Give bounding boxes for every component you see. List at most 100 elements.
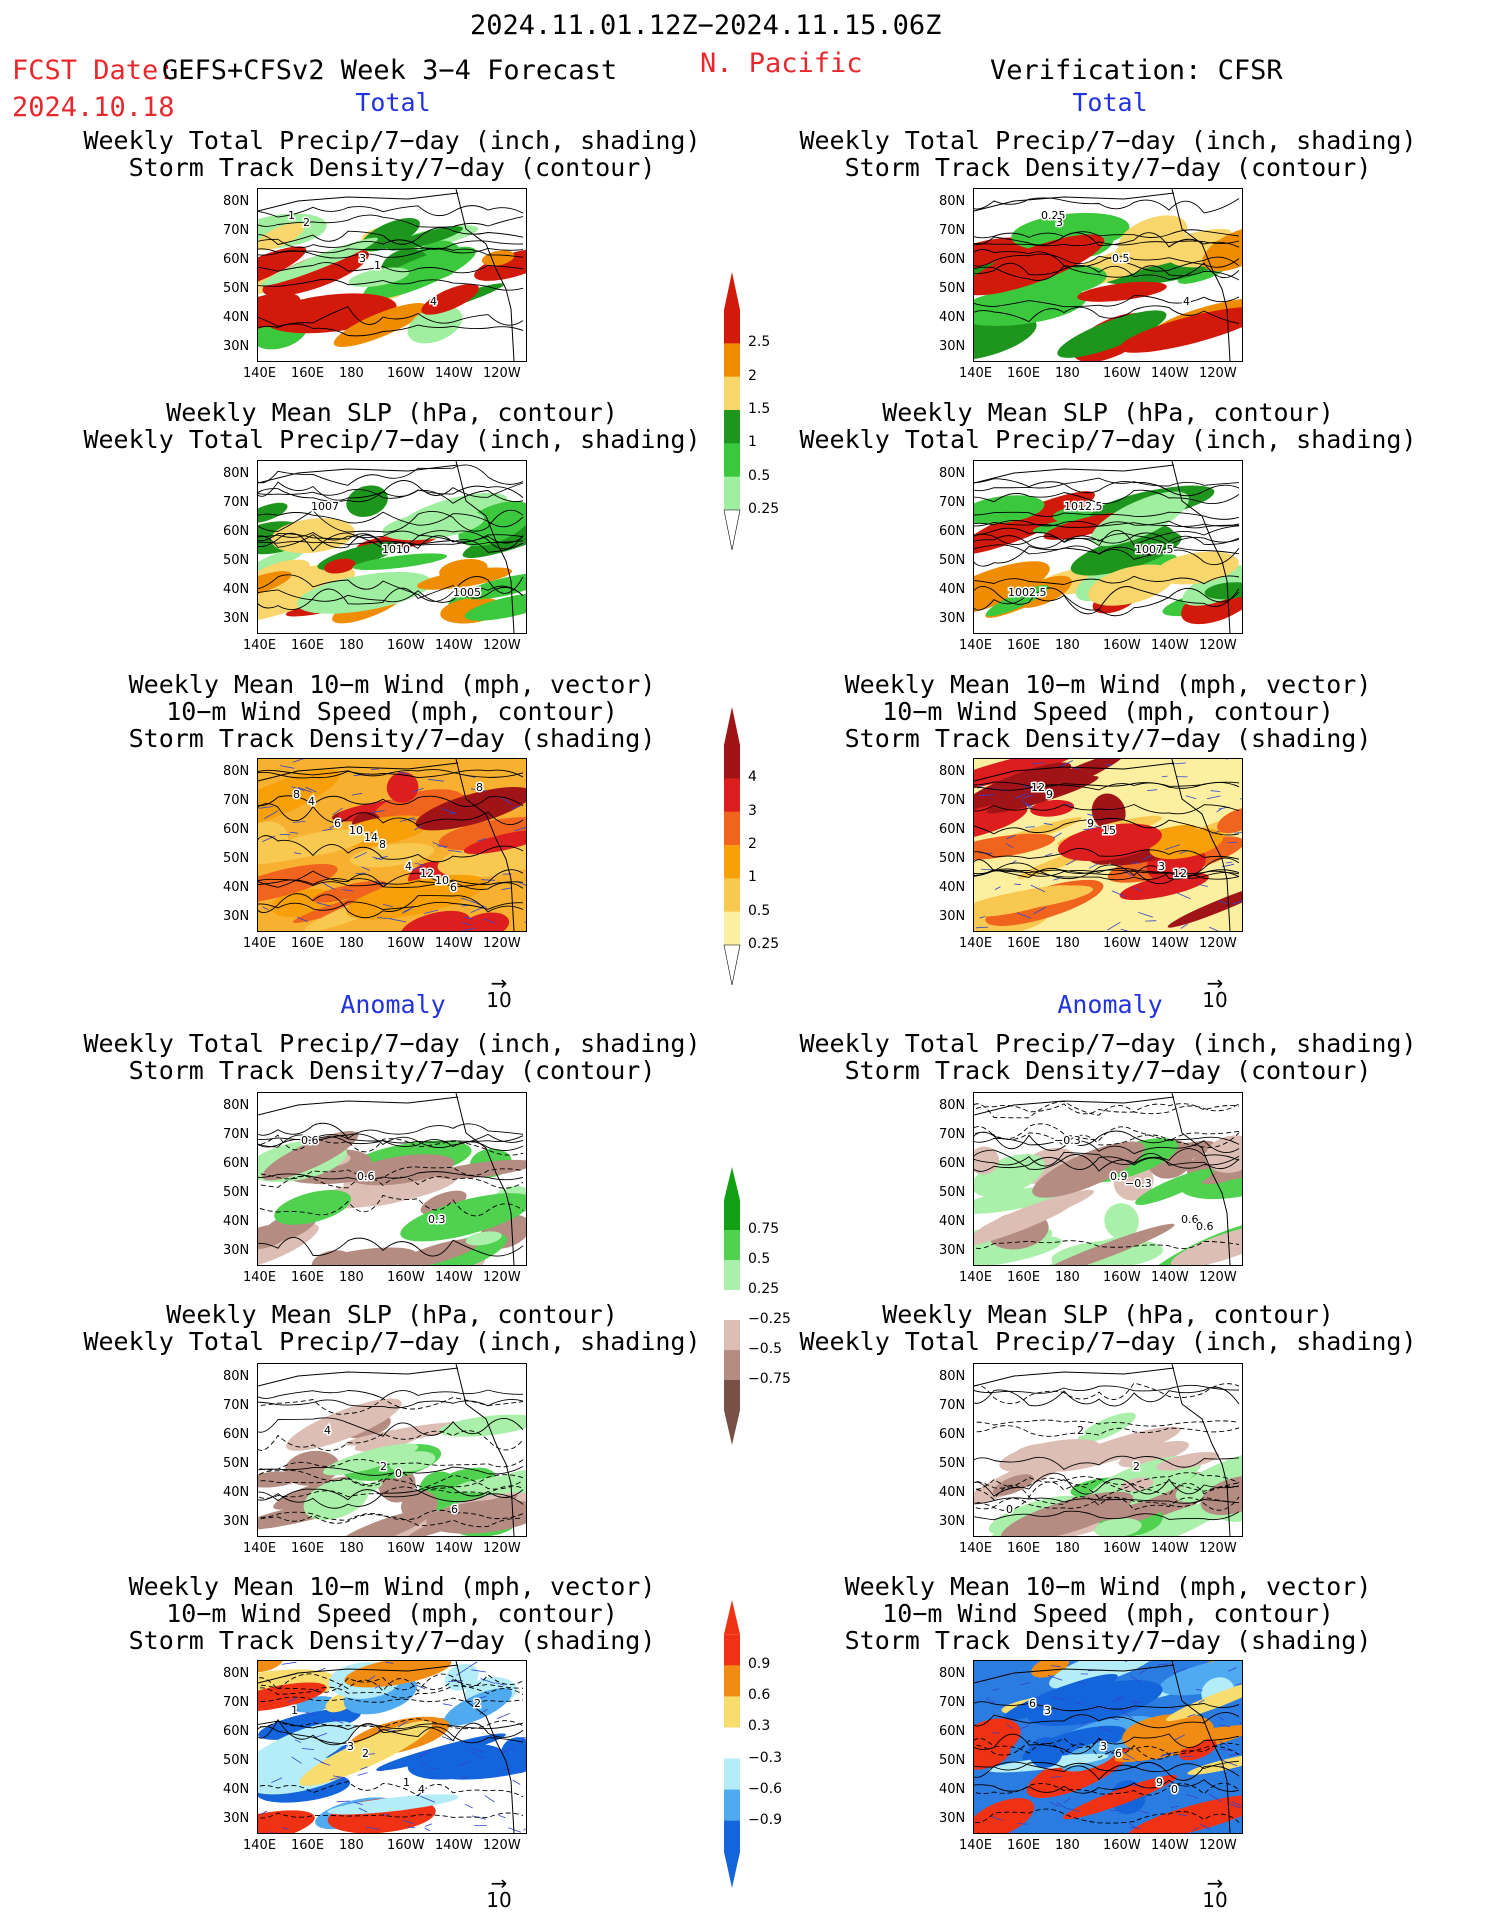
- wind-vector: [262, 835, 276, 842]
- contour-line: [974, 857, 1240, 880]
- contour-label: 1005: [453, 586, 481, 599]
- lat-tick-label: 40N: [223, 880, 250, 895]
- shading-blob: [974, 833, 1056, 861]
- contour-label: 12: [1173, 867, 1187, 880]
- lon-tick-label: 160E: [291, 1270, 325, 1285]
- shading-blob: [333, 1509, 432, 1536]
- coastline: [1171, 461, 1231, 633]
- contour-line: [974, 511, 1240, 520]
- wind-vector: [1051, 1775, 1063, 1778]
- lon-tick-label: 120W: [1199, 366, 1237, 381]
- colorbar-segment: [724, 343, 740, 378]
- lat-tick-label: 30N: [939, 909, 966, 924]
- vector-reference-value: 10: [486, 988, 512, 1012]
- colorbar-segment: [724, 811, 740, 846]
- contour-line: [974, 481, 1240, 497]
- contour-line: [258, 1175, 524, 1189]
- shading-blob: [974, 495, 1045, 524]
- lon-tick-label: 160E: [291, 638, 325, 653]
- wind-vector: [1161, 1752, 1172, 1756]
- lat-tick-label: 40N: [939, 582, 966, 597]
- lat-tick-label: 40N: [939, 880, 966, 895]
- lon-tick-label: 140W: [1151, 1541, 1189, 1556]
- lon-tick-label: 180: [1055, 936, 1080, 951]
- shading-blob: [258, 547, 306, 573]
- lat-tick-label: 60N: [223, 252, 250, 267]
- wind-vector: [1109, 1717, 1119, 1721]
- colorbar-label: 0.75: [748, 1221, 780, 1237]
- wind-vector: [1053, 832, 1062, 839]
- wind-vector: [401, 908, 411, 914]
- wind-vector: [447, 849, 462, 853]
- contour-line: [974, 1425, 1240, 1437]
- wind-vector: [1088, 823, 1101, 829]
- shading-blob: [465, 1231, 502, 1246]
- lat-tick-label: 30N: [939, 1514, 966, 1529]
- wind-vector: [330, 1776, 342, 1781]
- wind-vector: [1225, 861, 1233, 864]
- colorbar-segment: [724, 1727, 740, 1760]
- lat-tick-label: 80N: [939, 1098, 966, 1113]
- wind-vector: [990, 1815, 1003, 1822]
- wind-vector: [1200, 1823, 1211, 1830]
- contour-line: [258, 323, 524, 337]
- contour-line: [258, 227, 524, 245]
- wind-vector: [360, 1766, 368, 1770]
- colorbar-segment: [724, 1290, 740, 1321]
- panel-title: Weekly Total Precip/7−day (inch, shading…: [758, 1030, 1458, 1084]
- anomaly-label-left: Anomaly: [340, 990, 446, 1019]
- contour-line: [974, 1149, 1240, 1172]
- shading-blob: [1118, 1440, 1189, 1468]
- contour-line: [258, 262, 524, 274]
- lon-tick-label: 160W: [1103, 1838, 1141, 1853]
- contour-line: [974, 519, 1240, 529]
- contour-line: [258, 1685, 524, 1699]
- lon-tick-label: 160E: [291, 936, 325, 951]
- panel-title-line: Storm Track Density/7−day (contour): [844, 1056, 1372, 1085]
- shading-blob: [974, 762, 1072, 813]
- shading-blob: [1034, 1223, 1175, 1265]
- panel-title: Weekly Mean SLP (hPa, contour) Weekly Tot…: [758, 399, 1458, 453]
- contour-line: [974, 229, 1240, 239]
- panel-title: Weekly Mean 10−m Wind (mph, vector) 10−m …: [758, 1573, 1458, 1654]
- colorbar-segment: [724, 1758, 740, 1791]
- wind-vector: [1234, 832, 1242, 834]
- lon-tick-label: 120W: [1199, 1270, 1237, 1285]
- panel-title-line: Weekly Mean 10−m Wind (mph, vector): [128, 1572, 656, 1601]
- contour-label: 2: [303, 216, 310, 229]
- panel-title-line: 10−m Wind Speed (mph, contour): [166, 697, 618, 726]
- contour-line: [258, 530, 524, 550]
- lon-tick-label: 160W: [1103, 1270, 1141, 1285]
- colorbar-label: −0.3: [748, 1749, 782, 1766]
- wind-vector: [1052, 1695, 1066, 1701]
- wind-vector: [1083, 827, 1094, 831]
- contour-label: 10: [349, 824, 363, 837]
- wind-vector: [1101, 1749, 1114, 1755]
- wind-vector: [1229, 1803, 1241, 1809]
- wind-vector: [1014, 792, 1028, 800]
- wind-vector: [1112, 1698, 1123, 1702]
- wind-vector: [1195, 1688, 1203, 1692]
- contour-line: [258, 511, 524, 528]
- shading-blob: [352, 553, 448, 571]
- contour-line: [974, 1155, 1240, 1172]
- contour-line: [974, 586, 1240, 611]
- lon-tick-label: 120W: [483, 1838, 521, 1853]
- contour-label: 1002.5: [1008, 586, 1047, 599]
- period-title: 2024.11.01.12Z−2024.11.15.06Z: [470, 10, 942, 41]
- wind-vector: [468, 1661, 478, 1668]
- wind-vector: [355, 872, 366, 874]
- contour-line: [974, 1476, 1240, 1494]
- wind-vector: [1033, 906, 1046, 915]
- shading-blob: [1027, 1680, 1163, 1727]
- lat-tick-label: 60N: [223, 822, 250, 837]
- wind-vector: [1130, 1699, 1138, 1704]
- lon-tick-label: 160W: [1103, 1541, 1141, 1556]
- contour-label: 1: [288, 209, 295, 222]
- lon-tick-label: 140W: [435, 1838, 473, 1853]
- panel-title-line: Weekly Mean SLP (hPa, contour): [882, 398, 1334, 427]
- lon-tick-label: 140E: [243, 638, 277, 653]
- contour-label: 8: [379, 838, 386, 851]
- coastline: [1171, 759, 1231, 931]
